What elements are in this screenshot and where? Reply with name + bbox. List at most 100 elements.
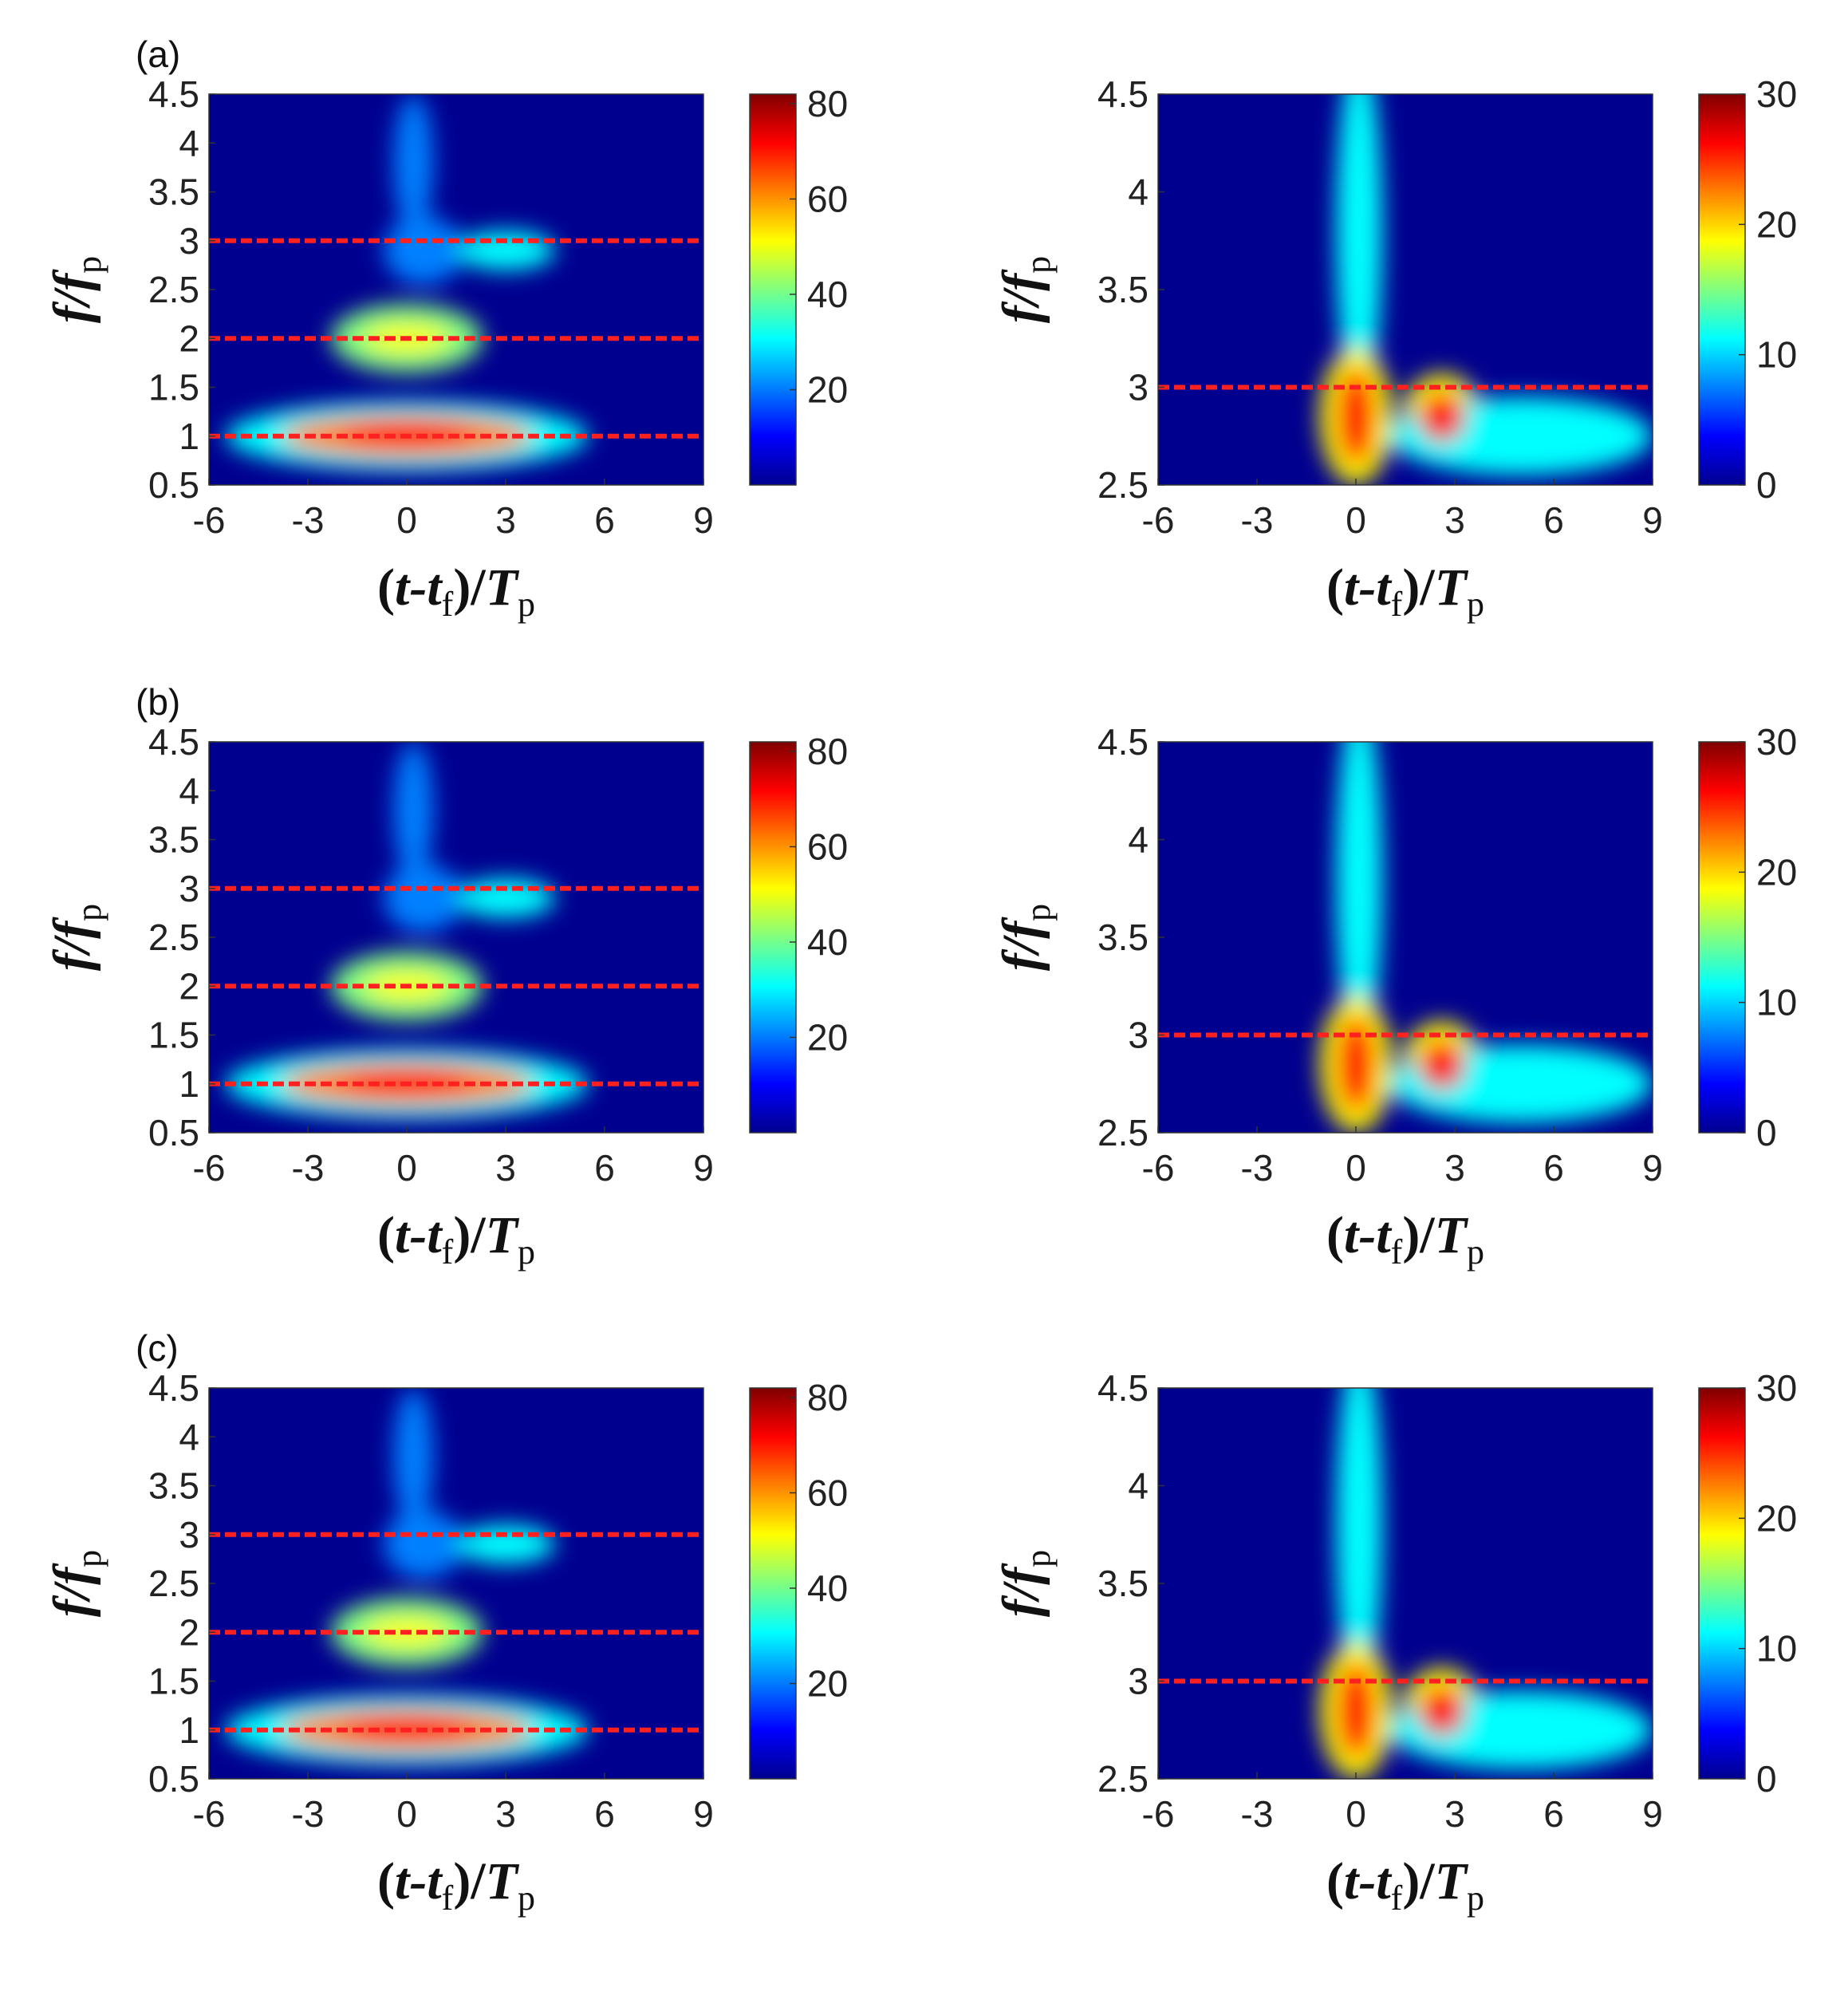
x-tick-label: 9 — [1642, 499, 1663, 541]
y-tick-label: 1.5 — [148, 1661, 199, 1702]
panel-label: (b) — [136, 681, 180, 723]
colorbar-tick-label: 20 — [1756, 851, 1797, 893]
y-tick-label: 1 — [179, 416, 199, 457]
x-tick-label: 3 — [1444, 499, 1465, 541]
heatmap-panel-3: -6 -3 0 3 6 9 2.5 3 3.5 4 4.5 (t-tf)/Tp f/fp 0 10 20 30 — [992, 721, 1797, 1272]
y-tick-label: 1.5 — [148, 1015, 199, 1056]
panel-label: (c) — [136, 1327, 179, 1369]
y-tick-label: 4 — [179, 1416, 199, 1457]
y-tick-label: 4 — [1128, 819, 1149, 861]
colorbar-tick-label: 60 — [807, 178, 848, 219]
y-tick-label: 2.5 — [148, 917, 199, 958]
y-tick-label: 3.5 — [148, 172, 199, 213]
x-tick-label: -6 — [1142, 499, 1175, 541]
x-tick-label: 0 — [1346, 499, 1366, 541]
energy-blob-5 — [1418, 1039, 1465, 1090]
energy-blob-4 — [1336, 1662, 1376, 1760]
colorbar-tick-label: 40 — [807, 274, 848, 315]
colorbar-tick-label: 80 — [807, 1377, 848, 1418]
y-tick-label: 0.5 — [148, 1112, 199, 1153]
x-tick-label: 0 — [396, 499, 417, 541]
y-tick-label: 2.5 — [1097, 1758, 1149, 1800]
y-tick-label: 3 — [1128, 1015, 1149, 1056]
colorbar-tick-label: 60 — [807, 826, 848, 867]
panel-label: (a) — [136, 34, 180, 75]
colorbar-tick-label: 20 — [807, 1016, 848, 1058]
colorbar-tick-label: 80 — [807, 83, 848, 124]
y-tick-label: 1 — [179, 1063, 199, 1105]
x-tick-label: 3 — [495, 499, 516, 541]
energy-blob-5 — [1418, 1685, 1465, 1737]
x-tick-label: 6 — [1543, 1793, 1564, 1835]
colorbar: 20 40 60 80 — [749, 1377, 848, 1780]
y-tick-label: 4 — [1128, 172, 1149, 213]
x-tick-label: -6 — [193, 1147, 226, 1189]
y-tick-label: 0.5 — [148, 1758, 199, 1800]
colorbar-tick-label: 10 — [1756, 982, 1797, 1023]
heatmap-panel-1: -6 -3 0 3 6 9 2.5 3 3.5 4 4.5 (t-tf)/Tp f/fp 0 10 20 30 — [992, 73, 1797, 624]
y-tick-label: 4.5 — [1097, 721, 1149, 763]
colorbar-tick-label: 40 — [807, 921, 848, 963]
x-tick-label: -3 — [1241, 499, 1274, 541]
energy-blob-6 — [456, 231, 555, 270]
x-tick-label: 0 — [396, 1793, 417, 1835]
y-tick-label: 2 — [179, 317, 199, 359]
colorbar-tick-label: 0 — [1756, 1112, 1777, 1153]
energy-blob-0 — [1336, 1388, 1383, 1701]
x-tick-label: 6 — [1543, 499, 1564, 541]
colorbar: 0 10 20 30 — [1698, 73, 1797, 506]
x-tick-label: -6 — [193, 1793, 226, 1835]
y-tick-label: 3 — [1128, 367, 1149, 408]
colorbar-tick-label: 30 — [1756, 1367, 1797, 1409]
x-tick-label: 9 — [1642, 1793, 1663, 1835]
x-tick-label: 6 — [594, 499, 615, 541]
energy-blob-7 — [393, 742, 434, 879]
energy-blob-7 — [393, 94, 434, 231]
colorbar: 20 40 60 80 — [749, 731, 848, 1134]
y-axis-label: f/fp — [992, 1550, 1058, 1617]
y-tick-label: 0.5 — [148, 464, 199, 506]
y-tick-label: 2.5 — [148, 269, 199, 310]
y-tick-label: 4 — [1128, 1465, 1149, 1507]
colorbar-tick-label: 0 — [1756, 1758, 1777, 1800]
x-axis-label: (t-tf)/Tp — [377, 1206, 535, 1272]
y-tick-label: 2 — [179, 1611, 199, 1653]
colorbar-tick-label: 0 — [1756, 464, 1777, 506]
x-axis-label: (t-tf)/Tp — [1326, 1206, 1484, 1272]
energy-blob-4 — [1336, 1015, 1376, 1114]
x-tick-label: 0 — [1346, 1147, 1366, 1189]
y-tick-label: 2 — [179, 965, 199, 1007]
y-axis-label: f/fp — [43, 1550, 108, 1617]
colorbar-tick-label: 80 — [807, 731, 848, 772]
y-tick-label: 3 — [1128, 1661, 1149, 1702]
y-axis-label: f/fp — [992, 256, 1058, 323]
y-axis-label: f/fp — [43, 904, 108, 971]
x-axis-label: (t-tf)/Tp — [1326, 558, 1484, 624]
x-tick-label: 6 — [1543, 1147, 1564, 1189]
x-tick-label: 9 — [693, 1147, 714, 1189]
x-tick-label: -3 — [292, 1147, 325, 1189]
y-tick-label: 4.5 — [1097, 1367, 1149, 1409]
colorbar: 20 40 60 80 — [749, 83, 848, 486]
energy-blob-5 — [384, 864, 463, 932]
heatmap-panel-4: -6 -3 0 3 6 9 0.5 1 1.5 2 2.5 3 3.5 4 4.5 (t-tf)/Tp f/fp… — [43, 1367, 848, 1918]
y-tick-label: 3.5 — [148, 1465, 199, 1507]
colorbar: 0 10 20 30 — [1698, 721, 1797, 1153]
y-tick-label: 3 — [179, 1514, 199, 1555]
x-tick-label: 9 — [1642, 1147, 1663, 1189]
colorbar-tick-label: 20 — [807, 369, 848, 410]
x-tick-label: 6 — [594, 1147, 615, 1189]
y-tick-label: 3 — [179, 868, 199, 909]
y-tick-label: 3.5 — [1097, 917, 1149, 958]
colorbar-tick-label: 20 — [1756, 1497, 1797, 1539]
colorbar-tick-label: 60 — [807, 1472, 848, 1513]
energy-blob-0 — [1336, 94, 1383, 407]
x-tick-label: 3 — [495, 1793, 516, 1835]
energy-blob-4 — [1336, 368, 1376, 466]
y-tick-label: 4.5 — [1097, 73, 1149, 115]
y-tick-label: 4.5 — [148, 721, 199, 763]
y-tick-label: 3.5 — [148, 819, 199, 861]
x-tick-label: 3 — [495, 1147, 516, 1189]
energy-blob-6 — [456, 1524, 555, 1564]
colorbar-tick-label: 20 — [807, 1662, 848, 1704]
